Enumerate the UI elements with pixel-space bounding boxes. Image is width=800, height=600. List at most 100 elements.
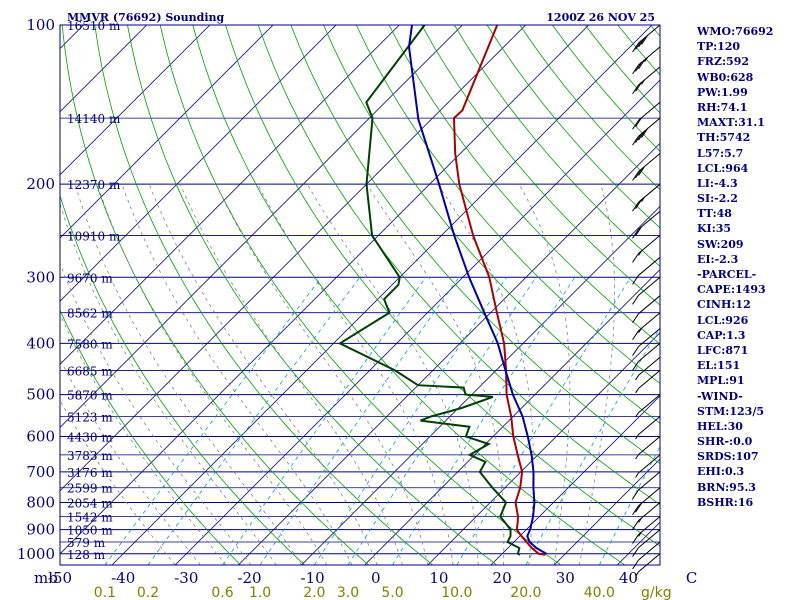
dry-adiabat — [388, 25, 660, 345]
wind-barb — [632, 328, 661, 356]
height-label: 5870 m — [67, 389, 113, 403]
temperature-profile — [452, 25, 546, 556]
height-label: 3783 m — [67, 449, 113, 463]
wind-barb — [632, 153, 661, 181]
height-label: 2054 m — [67, 497, 113, 511]
height-label: 12370 m — [67, 178, 121, 192]
height-label: 6685 m — [67, 364, 113, 378]
mixing-ratio-line — [313, 277, 507, 565]
temperature-tick-label: 20 — [493, 569, 512, 587]
wind-barb — [632, 312, 661, 340]
pressure-tick-label: 400 — [26, 334, 55, 352]
sidebar-index-item: RH:74.1 — [697, 100, 748, 114]
isotherm — [301, 205, 660, 565]
sidebar-index-item: MAXT:31.1 — [697, 116, 765, 130]
moist-adiabat — [148, 184, 378, 565]
height-label: 5123 m — [67, 411, 113, 425]
wind-barb — [632, 487, 661, 516]
sidebar-index-item: LFC:871 — [697, 343, 749, 357]
pressure-unit-label: mb — [34, 569, 58, 587]
indices-sidebar: WMO:76692 TP:120 FRZ:592 WB0:628 PW:1.99 RH:7… — [697, 24, 800, 510]
dry-adiabat — [60, 309, 241, 565]
isotherm — [0, 25, 20, 565]
moist-adiabat — [366, 183, 505, 565]
moist-adiabat — [74, 184, 302, 565]
temperature-tick-label: -10 — [301, 569, 325, 587]
wind-barb — [632, 342, 661, 371]
isotherm — [364, 269, 660, 565]
sidebar-index-item: -PARCEL- — [697, 268, 757, 281]
height-label: 3176 m — [67, 466, 113, 480]
wind-barb — [632, 471, 661, 500]
sidebar-index-item: L57:5.7 — [697, 146, 744, 160]
wind-barb — [632, 46, 661, 75]
grid-lines — [0, 25, 660, 565]
dry-adiabat — [127, 25, 497, 565]
wind-barb — [632, 210, 661, 239]
sidebar-index-item: LCL:964 — [697, 161, 749, 175]
sidebar-index-item: STM:123/5 — [697, 404, 764, 418]
temperature-tick-label: 0 — [371, 569, 381, 587]
height-label: 10910 m — [67, 229, 121, 243]
temperature-tick-label: -30 — [174, 569, 198, 587]
wind-barbs — [632, 24, 661, 577]
height-label: 579 m — [67, 536, 106, 550]
wind-barb — [632, 256, 661, 285]
temperature-tick-label: -40 — [111, 569, 135, 587]
sounding-time: 1200Z 26 NOV 25 — [546, 11, 655, 24]
dry-adiabat — [94, 25, 433, 565]
sidebar-index-item: CAP:1.3 — [697, 328, 746, 342]
moist-adiabat — [97, 184, 328, 565]
moist-adiabat — [257, 184, 454, 565]
isotherm — [60, 25, 337, 302]
isotherm — [60, 25, 590, 555]
isotherm — [237, 142, 660, 565]
sidebar-index-item: EL:151 — [697, 359, 741, 373]
wind-barb — [632, 529, 661, 557]
moist-adiabat — [179, 184, 403, 565]
height-label: 1542 m — [67, 510, 113, 524]
wind-barb — [635, 356, 661, 381]
sounding-series — [337, 25, 547, 556]
sidebar-index-item: TH:5742 — [697, 131, 751, 145]
moist-adiabat — [60, 202, 277, 565]
height-label: 9670 m — [67, 271, 113, 285]
dry-adiabat — [355, 25, 660, 384]
dry-adiabat — [60, 194, 305, 565]
wind-barb — [635, 553, 661, 577]
moist-adiabat — [578, 184, 615, 565]
sidebar-index-item: HEL:30 — [697, 419, 743, 433]
mixing-ratio-line — [147, 277, 361, 565]
wind-barb — [632, 502, 661, 530]
mixing-ratio-tick-label: 40.0 — [584, 585, 615, 600]
mixing-ratio-line — [222, 277, 427, 565]
pressure-tick-label: 700 — [26, 463, 55, 481]
pressure-tick-label: 200 — [26, 175, 55, 193]
wind-barb — [632, 24, 661, 53]
parcel-profile — [407, 25, 547, 555]
isotherm — [60, 25, 274, 239]
dry-adiabat — [454, 25, 660, 267]
temperature-tick-label: C — [686, 569, 697, 587]
isotherm — [60, 25, 463, 429]
wind-barb — [632, 101, 661, 130]
height-label: 8562 m — [67, 307, 113, 321]
sidebar-index-item: FRZ:592 — [697, 55, 750, 69]
sidebar-index-item: SHR-:0.0 — [697, 435, 753, 449]
sidebar-index-item: SW:209 — [697, 237, 744, 251]
dry-adiabat — [257, 25, 660, 505]
isotherm — [427, 332, 660, 565]
moist-adiabat — [60, 358, 201, 565]
sidebar-index-item: TP:120 — [697, 40, 741, 54]
sidebar-index-item: WB0:628 — [697, 70, 754, 84]
height-label: 128 m — [67, 548, 106, 562]
height-label: 1050 m — [67, 524, 113, 538]
wind-barb — [632, 183, 661, 212]
isotherm — [111, 25, 653, 565]
height-label: 14140 m — [67, 112, 121, 126]
wind-barb — [632, 516, 661, 544]
mixing-ratio-line — [259, 277, 460, 565]
wind-barb — [635, 370, 661, 394]
wind-barb — [632, 276, 661, 305]
